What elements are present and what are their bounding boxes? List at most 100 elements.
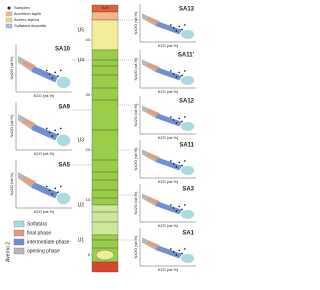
column-layer — [91, 19, 119, 51]
sample-point — [60, 185, 62, 188]
field-solfatara — [56, 192, 71, 205]
field-intermediate — [31, 123, 58, 141]
plot: SA11' K2O (wt.%) Na2O (wt.%) — [118, 50, 196, 94]
sample-point — [172, 251, 175, 253]
sample-point — [178, 117, 180, 120]
depth-label: 0 — [88, 252, 91, 257]
sample-point — [175, 166, 178, 168]
x-axis-label: K2O (wt.%) — [158, 43, 179, 48]
phase-swatch — [13, 238, 25, 246]
y-axis-label: Na2O (wt.%) — [9, 172, 14, 196]
sample-point — [60, 127, 62, 130]
plot: SA1 K2O (wt.%) Na2O (wt.%) — [118, 228, 196, 272]
y-axis-label: Na2O (wt.%) — [9, 114, 14, 138]
phase-group: Averno 2 — [5, 242, 11, 262]
plot-label: SA5 — [58, 163, 70, 169]
sample-point — [170, 248, 172, 250]
sample-point — [54, 129, 56, 132]
field-intermediate — [155, 67, 182, 81]
phase-label: final phase — [27, 230, 51, 236]
field-final — [146, 63, 160, 70]
plot-label: SA11' — [178, 53, 195, 59]
x-axis-label: K2O (wt.%) — [158, 267, 179, 272]
field-final — [146, 109, 160, 116]
sample-point — [175, 122, 178, 124]
field-solfatara — [180, 209, 195, 219]
legend-symbol — [5, 23, 13, 29]
plot: SA12 K2O (wt.%) Na2O (wt.%) — [118, 96, 196, 140]
legend-label: Samples — [14, 5, 30, 10]
field-final — [146, 153, 160, 160]
sample-point — [57, 133, 59, 135]
legend-label: Accretion lapilli — [14, 11, 41, 16]
sample-point — [172, 163, 175, 165]
x-axis-label: K2O (wt.%) — [34, 151, 55, 156]
y-axis-label: Na2O (wt.%) — [133, 235, 138, 259]
page: {"legend": {"items": ["Samples", "Accret… — [5, 4, 196, 273]
sample-point — [48, 73, 51, 76]
phase-label: opening phase — [27, 248, 60, 254]
field-intermediate — [31, 65, 58, 83]
plot-label: SA3 — [182, 187, 194, 193]
sample-point — [178, 71, 180, 74]
field-final — [22, 60, 36, 69]
plot-label: SA10 — [55, 47, 71, 53]
field-solfatara — [56, 76, 71, 89]
plot: SA10 K2O (wt.%) Na2O (wt.%) — [9, 44, 92, 98]
sample-point — [181, 252, 183, 255]
sample-point — [48, 131, 51, 134]
sample-point — [172, 27, 175, 29]
legend-symbol — [7, 6, 11, 10]
sample-point — [48, 189, 51, 192]
plot-label: SA11 — [179, 143, 194, 149]
field-intermediate — [155, 113, 182, 127]
unit-label: U5 — [78, 27, 85, 33]
field-intermediate — [155, 21, 182, 35]
sample-point — [178, 25, 180, 28]
sample-point — [178, 249, 180, 252]
field-intermediate — [155, 201, 182, 215]
sample-point — [51, 77, 54, 79]
x-axis-label: K2O (wt.%) — [158, 223, 179, 228]
sample-point — [175, 76, 178, 78]
field-solfatara — [180, 253, 195, 263]
field-intermediate — [31, 181, 58, 199]
y-axis-label: Na2O (wt.%) — [133, 103, 138, 127]
field-solfatara — [180, 29, 195, 39]
field-final — [146, 241, 160, 248]
sample-point — [172, 119, 175, 121]
sample-point — [181, 28, 183, 31]
sample-point — [184, 204, 186, 206]
x-axis-label: K2O (wt.%) — [158, 179, 179, 184]
legend-label: Averno tephra — [14, 17, 40, 22]
depth-label: 10 — [86, 197, 91, 202]
sample-point — [178, 161, 180, 164]
sample-point — [170, 204, 172, 206]
x-axis-label: K2O (wt.%) — [34, 209, 55, 214]
sample-point — [172, 207, 175, 209]
plot-label: SA1 — [182, 231, 194, 237]
column-layer — [91, 49, 119, 206]
legend-symbol — [5, 11, 13, 17]
phase-swatch — [13, 229, 25, 237]
accretion-lens — [95, 249, 115, 261]
depth-label: 30 — [86, 92, 91, 97]
unit-label: U4 — [78, 57, 85, 63]
y-axis-label: Na2O (wt.%) — [133, 57, 138, 81]
phase-label: Solfatara — [27, 221, 47, 227]
field-intermediate — [155, 157, 182, 171]
y-axis-label: Na2O (wt.%) — [133, 11, 138, 35]
sample-point — [184, 160, 186, 162]
column-layer — [91, 204, 119, 236]
sample-point — [184, 24, 186, 26]
field-final — [146, 17, 160, 24]
sample-point — [46, 69, 48, 72]
plot-label: SA12 — [179, 99, 195, 105]
plot: SA9 K2O (wt.%) Na2O (wt.%) — [9, 102, 92, 156]
plot-label: SA9 — [58, 105, 70, 111]
unit-label: U2 — [78, 202, 85, 208]
sample-point — [46, 127, 48, 130]
unit-label: U3 — [78, 137, 85, 143]
sample-point — [51, 193, 54, 195]
y-axis-label: Na2O (wt.%) — [133, 147, 138, 171]
